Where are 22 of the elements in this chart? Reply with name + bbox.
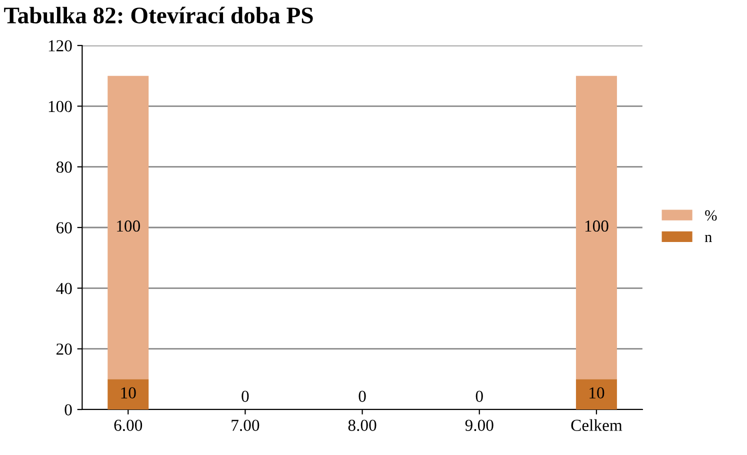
y-tick-label: 0: [64, 404, 72, 416]
x-tick-label: 9.00: [465, 420, 494, 432]
y-tick-label: 100: [48, 100, 72, 112]
legend-label: %: [705, 210, 717, 221]
data-label: 10: [590, 387, 604, 399]
x-tick-label: 7.00: [232, 420, 260, 432]
data-label: 10: [121, 387, 136, 399]
data-label: 0: [476, 390, 483, 402]
y-tick-label: 20: [56, 344, 72, 355]
data-label: 100: [585, 220, 608, 232]
data-label: 100: [117, 220, 140, 232]
chart-title: Tabulka 82: Otevírací doba PS: [4, 6, 313, 24]
y-tick-label: 40: [56, 282, 72, 294]
data-label: 0: [358, 390, 366, 402]
x-tick-label: 6.00: [114, 420, 142, 432]
x-tick-label: 8.00: [348, 420, 376, 432]
y-tick-label: 120: [48, 40, 72, 52]
x-tick-label: Celkem: [571, 419, 622, 431]
data-label: 0: [242, 390, 249, 402]
y-tick-label: 80: [56, 162, 72, 173]
legend-label: n: [704, 234, 712, 242]
y-tick-label: 60: [56, 222, 72, 234]
